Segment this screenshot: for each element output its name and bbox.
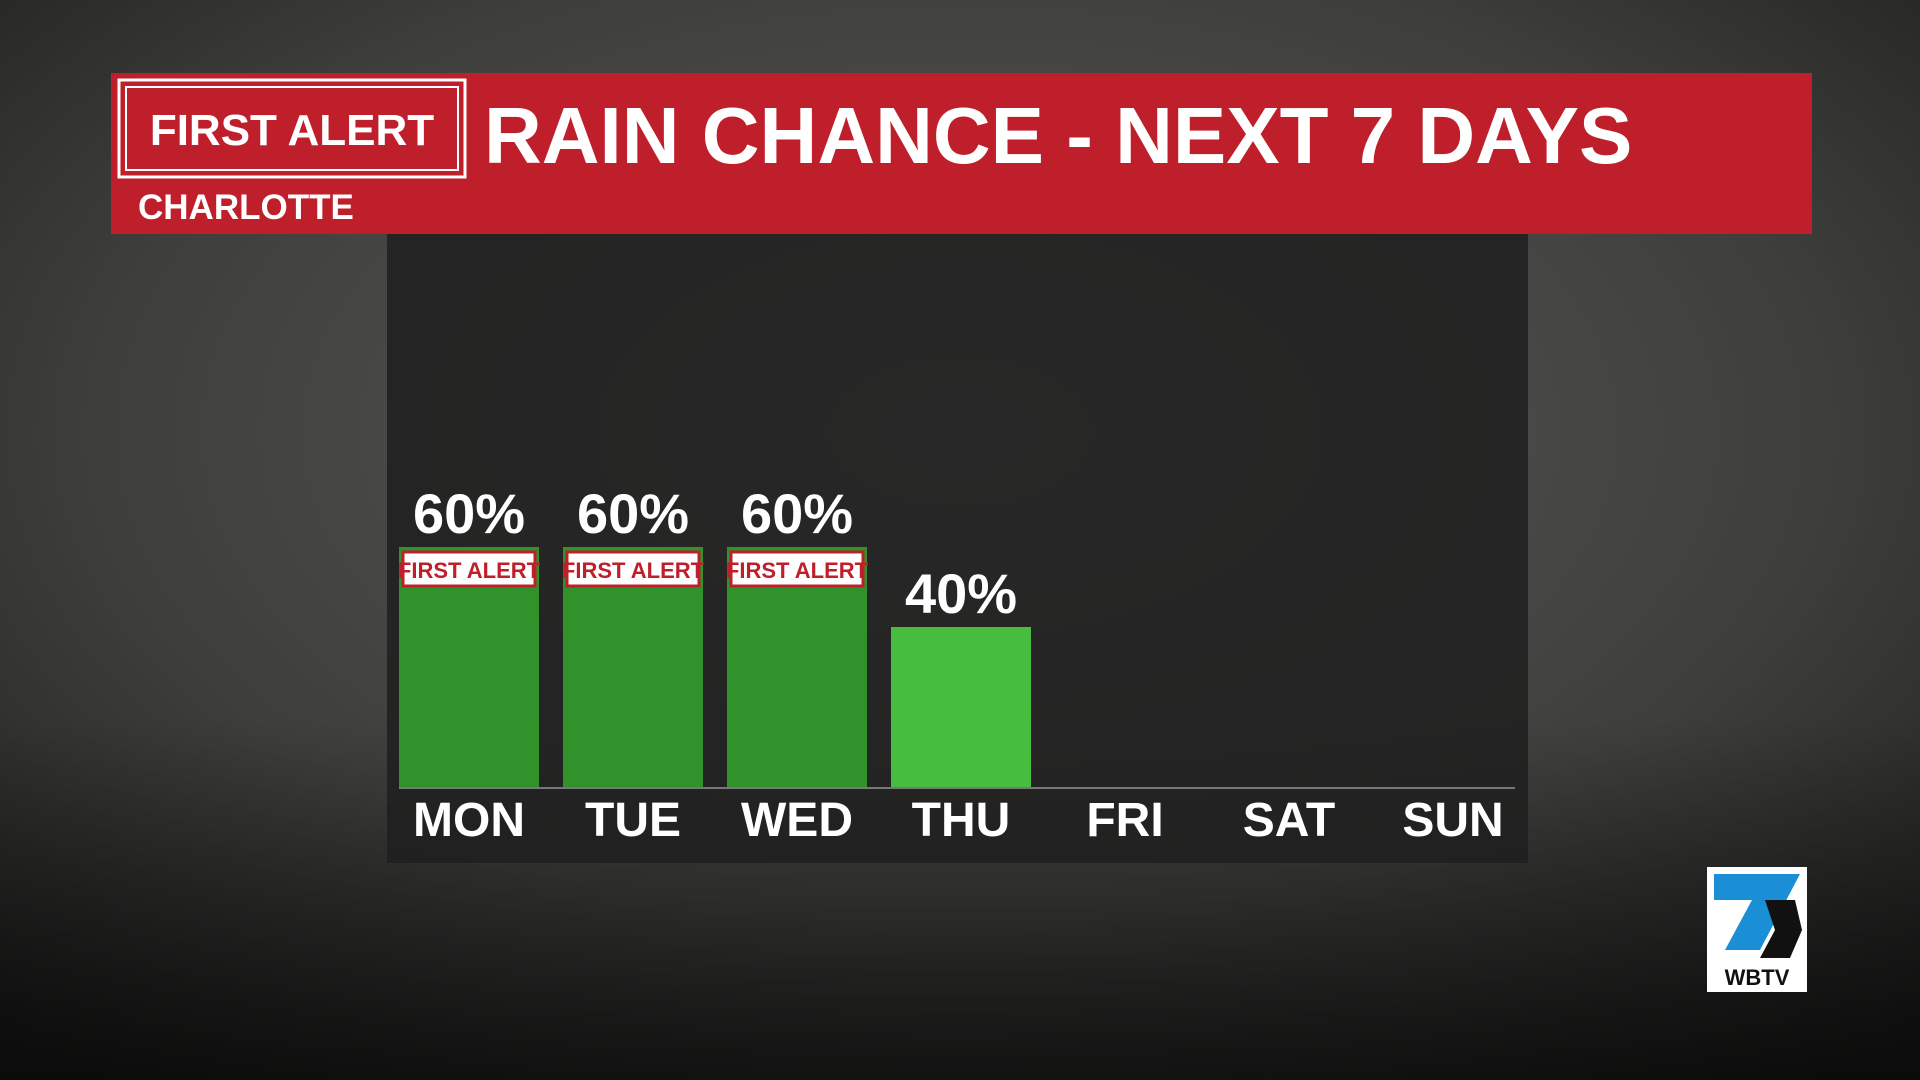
value-label: 40% (905, 562, 1017, 625)
badge-inner-border (125, 86, 459, 171)
x-tick-label: SUN (1402, 794, 1503, 847)
logo-three (1760, 900, 1802, 958)
bar-badge-text: FIRST ALERT (726, 558, 869, 583)
x-tick-label: TUE (585, 794, 681, 847)
bar (891, 627, 1031, 787)
logo-seven (1714, 874, 1800, 950)
value-label: 60% (741, 482, 853, 545)
header-badge: FIRST ALERT (150, 106, 434, 155)
bar-badge (401, 550, 537, 588)
x-tick-label: THU (912, 794, 1011, 847)
x-tick-label: SAT (1243, 794, 1335, 847)
header-title: RAIN CHANCE - NEXT 7 DAYS (484, 91, 1632, 180)
bar-badge-text: FIRST ALERT (562, 558, 705, 583)
bar-badge (729, 550, 865, 588)
x-tick-label: WED (741, 794, 853, 847)
bar-badge-text: FIRST ALERT (398, 558, 541, 583)
badge-border (117, 78, 467, 179)
x-tick-label: MON (413, 794, 525, 847)
logo: WBTV (1707, 867, 1807, 992)
bar-badge (565, 550, 701, 588)
value-label: 60% (577, 482, 689, 545)
logo-text: WBTV (1725, 965, 1790, 990)
x-tick-label: FRI (1086, 794, 1163, 847)
header-location: CHARLOTTE (138, 188, 354, 227)
value-label: 60% (413, 482, 525, 545)
